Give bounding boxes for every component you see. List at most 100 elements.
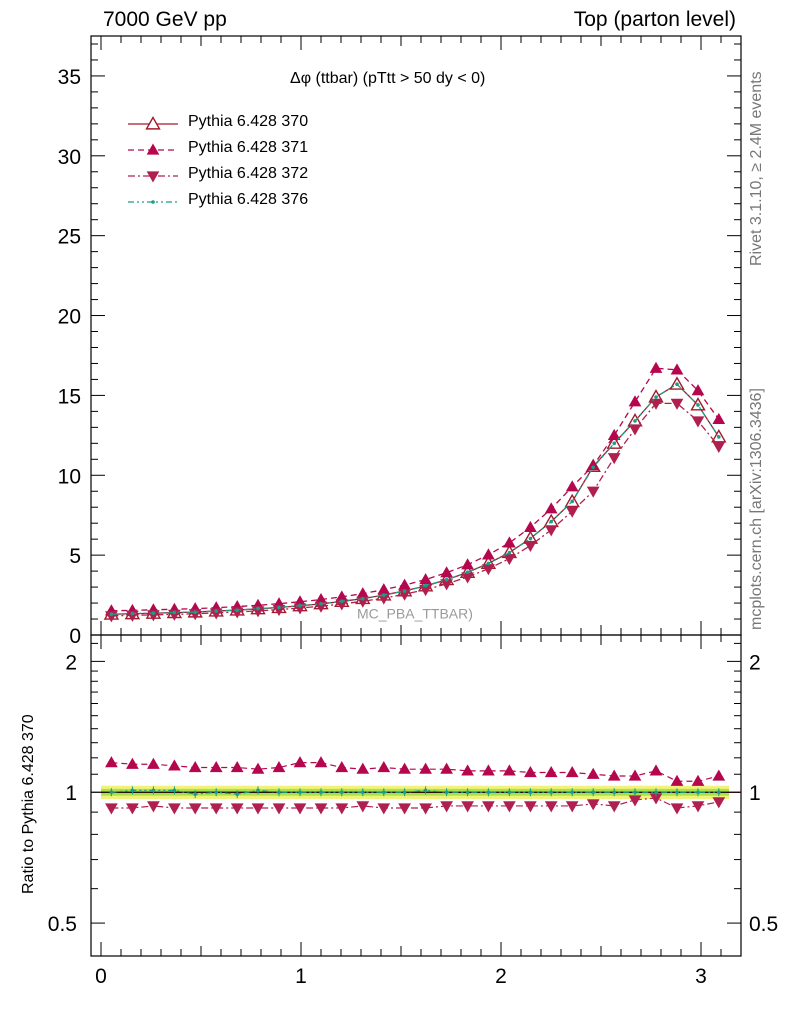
ratio-data-point: [717, 790, 721, 795]
series-line: [111, 383, 720, 615]
data-point: [549, 519, 553, 524]
data-point: [524, 520, 537, 532]
legend-label: Pythia 6.428 376: [188, 191, 309, 208]
data-point: [691, 416, 705, 428]
ratio-data-point: [654, 790, 658, 795]
legend-label: Pythia 6.428 372: [188, 165, 309, 182]
legend-marker: [146, 171, 160, 183]
ratio-data-point: [251, 762, 265, 774]
legend-marker: [151, 200, 155, 204]
ratio-data-point: [461, 764, 474, 776]
x-tick-label: 1: [295, 965, 307, 988]
ratio-data-point: [130, 788, 135, 793]
ratio-data-point: [649, 764, 663, 776]
ratio-data-point: [230, 803, 244, 815]
data-point: [717, 435, 721, 439]
ratio-data-point: [293, 756, 307, 768]
series-line: [111, 383, 720, 615]
ratio-data-point: [691, 774, 705, 786]
data-point: [586, 459, 600, 471]
ratio-data-point: [633, 790, 637, 795]
ratio-data-point: [570, 790, 574, 795]
data-point: [298, 603, 302, 608]
ratio-data-point: [193, 792, 197, 796]
data-point: [482, 548, 495, 560]
ratio-data-point: [298, 790, 302, 795]
ratio-data-point: [482, 801, 495, 813]
data-point: [256, 606, 260, 611]
ratio-data-point: [314, 756, 328, 768]
ratio-data-point: [696, 790, 700, 795]
data-point: [691, 384, 705, 396]
ratio-data-point: [382, 790, 386, 795]
data-point: [570, 499, 574, 504]
legend-marker: [146, 143, 160, 155]
ratio-data-point: [314, 803, 328, 815]
ratio-data-point: [612, 790, 616, 795]
ratio-data-point: [607, 769, 621, 781]
ratio-data-point: [419, 803, 432, 815]
ratio-data-point: [607, 801, 621, 813]
data-point: [235, 608, 239, 613]
data-point: [151, 611, 156, 615]
ratio-y-tick-label: 2: [65, 651, 77, 674]
data-point: [193, 610, 197, 614]
ratio-data-point: [591, 790, 595, 795]
ratio-data-point: [126, 803, 139, 815]
ratio-data-point: [340, 790, 344, 795]
data-point: [670, 363, 684, 375]
data-point: [423, 583, 428, 588]
ratio-data-point: [126, 757, 139, 769]
data-point: [172, 610, 177, 615]
data-point: [591, 465, 595, 470]
ratio-data-point: [670, 774, 684, 786]
data-point: [461, 558, 474, 570]
data-point: [607, 428, 621, 440]
ratio-data-point: [670, 803, 684, 815]
data-point: [507, 550, 512, 555]
data-point: [503, 536, 516, 548]
ratio-data-point: [586, 767, 600, 779]
data-point: [465, 570, 470, 575]
data-point: [612, 441, 616, 446]
ratio-data-point: [356, 801, 370, 813]
ratio-data-point: [209, 803, 223, 815]
ratio-data-point: [507, 790, 512, 795]
ratio-y-tick-label-right: 1: [749, 782, 761, 805]
data-point: [130, 611, 135, 616]
data-point: [444, 577, 449, 582]
ratio-data-point: [293, 803, 307, 815]
ratio-data-point: [712, 797, 726, 809]
ratio-series-line: [111, 761, 719, 782]
main-y-tick-label: 35: [58, 66, 81, 89]
ratio-data-point: [628, 769, 642, 781]
data-point: [209, 608, 223, 620]
main-y-tick-label: 0: [69, 625, 81, 648]
data-point: [696, 403, 700, 407]
main-y-tick-label: 30: [58, 146, 81, 169]
ratio-data-point: [168, 803, 181, 815]
ratio-data-point: [335, 760, 349, 773]
ratio-data-point: [105, 756, 118, 768]
data-point: [628, 424, 642, 436]
data-point: [528, 536, 533, 541]
data-point: [319, 602, 323, 606]
ratio-data-point: [440, 801, 453, 813]
data-point: [628, 395, 642, 407]
ratio-data-point: [251, 803, 265, 815]
main-y-tick-label: 5: [69, 545, 81, 568]
data-point: [607, 453, 621, 465]
ratio-data-point: [361, 790, 365, 795]
data-point: [398, 578, 411, 590]
ratio-data-point: [461, 801, 474, 813]
data-point: [361, 596, 365, 601]
ratio-data-point: [335, 803, 349, 815]
ratio-data-point: [565, 801, 579, 813]
ratio-data-point: [423, 788, 428, 793]
ratio-data-point: [482, 764, 495, 776]
ratio-data-point: [524, 801, 537, 813]
legend-label: Pythia 6.428 371: [188, 139, 309, 156]
plot-title: Δφ (ttbar) (pTtt > 50 dy < 0): [290, 70, 486, 87]
ratio-data-point: [377, 760, 391, 773]
